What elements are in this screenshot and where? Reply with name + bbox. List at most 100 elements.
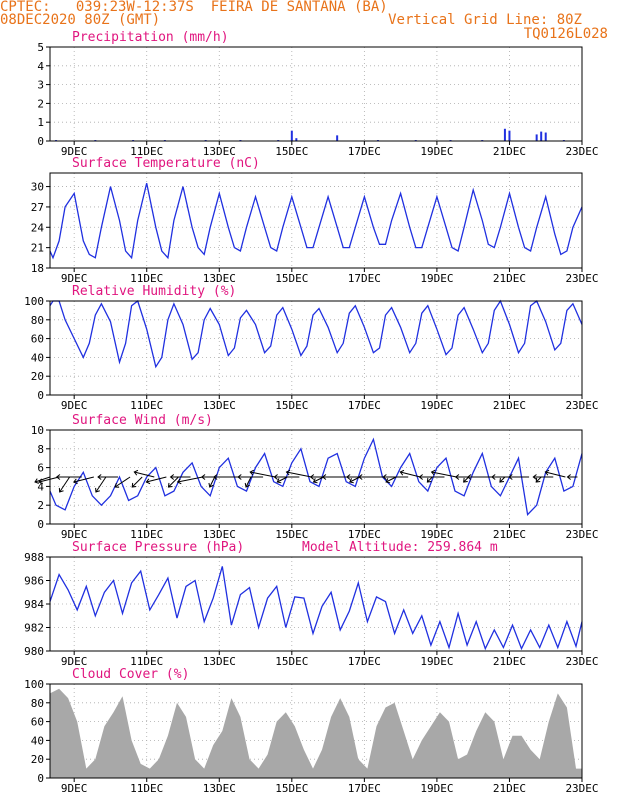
x-tick-label: 15DEC xyxy=(275,272,308,285)
y-tick-label: 60 xyxy=(31,333,44,346)
x-tick-label: 21DEC xyxy=(493,655,526,668)
precip-bar xyxy=(290,130,293,141)
x-tick-label: 17DEC xyxy=(348,528,381,541)
wind-arrow-head xyxy=(463,477,468,483)
y-tick-label: 3 xyxy=(37,79,44,92)
wind-arrow-head xyxy=(208,482,214,488)
wind-arrow-head xyxy=(532,474,537,480)
x-tick-label: 17DEC xyxy=(348,272,381,285)
wind-arrow-head xyxy=(201,474,206,480)
y-tick-label: 988 xyxy=(24,551,44,564)
wind-arrow-head xyxy=(499,477,505,483)
wind-arrow xyxy=(427,476,433,483)
y-tick-label: 0 xyxy=(37,389,44,402)
wind-arrow xyxy=(95,476,107,493)
series-line xyxy=(49,299,583,369)
wind-arrow-head xyxy=(321,474,327,480)
y-tick-label: 40 xyxy=(31,351,44,364)
x-tick-label: 19DEC xyxy=(420,528,453,541)
y-tick-label: 5 xyxy=(37,41,44,54)
wind-arrow-head xyxy=(34,478,39,484)
model-altitude-label: Model Altitude: 259.864 m xyxy=(302,540,498,555)
wind-arrow-head xyxy=(55,474,61,480)
wind-arrow xyxy=(250,471,276,478)
y-tick-label: 10 xyxy=(31,424,44,437)
x-tick-label: 19DEC xyxy=(420,399,453,412)
y-tick-label: 6 xyxy=(37,462,44,475)
y-tick-label: 100 xyxy=(24,295,44,308)
y-tick-label: 80 xyxy=(31,697,44,710)
wind-arrow-head xyxy=(273,474,278,480)
wind-arrow-head xyxy=(38,478,43,485)
wind-arrow-head xyxy=(491,474,496,480)
wind-arrow xyxy=(146,476,167,483)
wind-arrow-head xyxy=(358,474,363,480)
x-tick-label: 23DEC xyxy=(565,272,598,285)
x-tick-label: 13DEC xyxy=(203,528,236,541)
precip-bar xyxy=(295,138,298,141)
wind-vectors xyxy=(34,469,578,493)
wind-arrow-head xyxy=(349,478,354,484)
x-tick-label: 13DEC xyxy=(203,782,236,795)
y-tick-label: 2 xyxy=(37,97,44,110)
x-tick-label: 19DEC xyxy=(420,782,453,795)
series-line xyxy=(49,566,583,651)
wind-arrow xyxy=(131,476,143,488)
panel-5: 980 982 984 986 988 9DEC 11DEC 13DEC 15DEC 17DEC 1… xyxy=(24,540,598,668)
x-tick-label: 9DEC xyxy=(61,272,88,285)
wind-arrow-head xyxy=(169,474,175,480)
wind-arrow-head xyxy=(430,469,436,476)
station-label: CPTEC: 039:23W-12:37S FEIRA DE SANTANA (… xyxy=(0,0,388,15)
panel-4: 0 2 4 6 8 10 9DEC 11DEC 13DEC 15DEC 17DEC 19DEC 21DE… xyxy=(31,413,599,541)
series-line xyxy=(49,437,583,516)
wind-arrow-head xyxy=(213,474,218,480)
x-tick-label: 11DEC xyxy=(130,655,163,668)
panel-3: 0 20 40 60 80 100 9DEC 11DEC 13DEC 15DEC 17DEC 19DE… xyxy=(24,284,598,412)
wind-arrow-head xyxy=(309,474,315,480)
wind-arrow-head xyxy=(399,469,405,476)
y-tick-label: 24 xyxy=(31,221,45,234)
y-tick-label: 980 xyxy=(24,645,44,658)
panel-2: 18 21 24 27 30 9DEC 11DEC 13DEC 15DEC 17DEC 19DEC 2… xyxy=(31,156,599,285)
x-tick-label: 23DEC xyxy=(565,655,598,668)
x-tick-label: 15DEC xyxy=(275,528,308,541)
panel-title: Surface Temperature (nC) xyxy=(72,156,260,171)
x-tick-label: 15DEC xyxy=(275,655,308,668)
wind-arrow xyxy=(168,476,179,488)
x-tick-label: 11DEC xyxy=(130,782,163,795)
x-tick-label: 11DEC xyxy=(130,528,163,541)
wind-arrow-head xyxy=(249,469,255,476)
wind-arrow-head xyxy=(95,487,100,493)
wind-arrow-head xyxy=(285,469,291,476)
wind-arrow-head xyxy=(454,474,460,480)
wind-arrow xyxy=(59,476,71,493)
y-tick-label: 0 xyxy=(37,135,44,148)
wind-arrow-head xyxy=(544,469,550,476)
x-tick-label: 17DEC xyxy=(348,655,381,668)
x-tick-label: 19DEC xyxy=(420,272,453,285)
x-tick-label: 21DEC xyxy=(493,528,526,541)
grid-line-label: Vertical Grid Line: 80Z xyxy=(388,12,582,28)
series-line xyxy=(49,183,583,260)
wind-arrow-head xyxy=(133,469,139,476)
x-tick-label: 11DEC xyxy=(130,399,163,412)
x-tick-label: 23DEC xyxy=(565,399,598,412)
wind-arrow-head xyxy=(114,482,120,488)
x-tick-label: 21DEC xyxy=(493,272,526,285)
y-tick-label: 2 xyxy=(37,499,44,512)
header: CPTEC: 039:23W-12:37S FEIRA DE SANTANA (… xyxy=(0,0,618,42)
wind-arrow-head xyxy=(145,478,151,485)
wind-arrow xyxy=(114,476,131,488)
wind-arrow-head xyxy=(167,482,173,488)
y-tick-label: 986 xyxy=(24,575,44,588)
x-tick-label: 23DEC xyxy=(565,528,598,541)
x-tick-label: 21DEC xyxy=(493,782,526,795)
model-code-label: TQ0126L028 xyxy=(523,26,608,42)
x-tick-label: 21DEC xyxy=(493,399,526,412)
wind-arrow xyxy=(545,471,566,478)
x-tick-label: 21DEC xyxy=(493,145,526,158)
x-tick-label: 9DEC xyxy=(61,655,88,668)
wind-arrow-head xyxy=(312,478,318,484)
x-tick-label: 23DEC xyxy=(565,145,598,158)
wind-arrow-head xyxy=(566,474,571,480)
